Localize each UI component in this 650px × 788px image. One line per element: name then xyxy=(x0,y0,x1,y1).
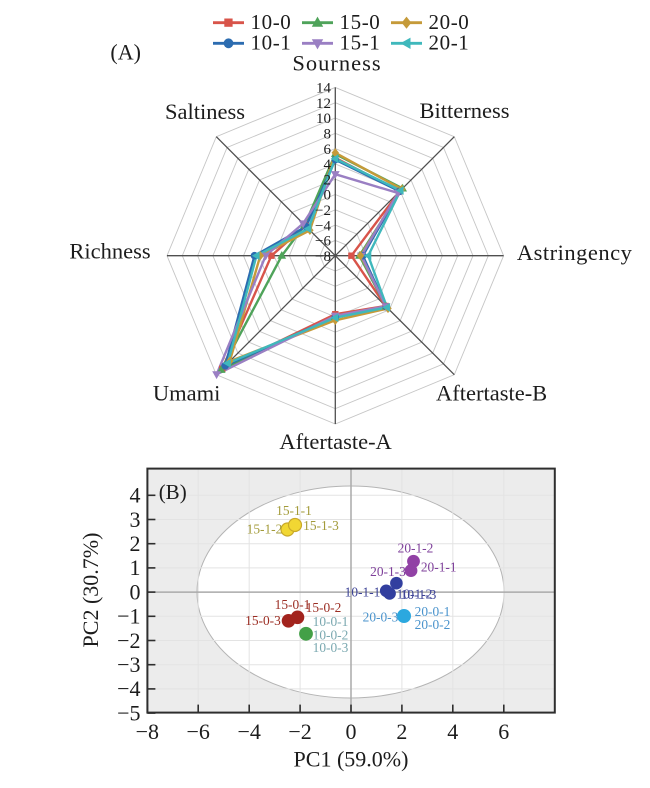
svg-text:2: 2 xyxy=(130,531,141,556)
svg-text:−2: −2 xyxy=(288,719,311,744)
svg-text:10-0: 10-0 xyxy=(251,10,292,34)
svg-text:4: 4 xyxy=(130,483,141,508)
svg-text:20-0-3: 20-0-3 xyxy=(363,610,399,625)
svg-text:15-0: 15-0 xyxy=(340,10,381,34)
svg-text:−3: −3 xyxy=(117,652,140,677)
svg-text:20-0-2: 20-0-2 xyxy=(415,617,451,632)
svg-text:PC1 (59.0%): PC1 (59.0%) xyxy=(294,747,409,772)
svg-text:−6: −6 xyxy=(315,234,331,250)
svg-text:6: 6 xyxy=(498,719,509,744)
svg-text:Saltiness: Saltiness xyxy=(165,99,245,124)
svg-text:20-1-3: 20-1-3 xyxy=(370,564,406,579)
svg-text:0: 0 xyxy=(130,579,141,604)
svg-text:15-0-3: 15-0-3 xyxy=(245,613,281,628)
svg-text:15-1-3: 15-1-3 xyxy=(303,518,339,533)
svg-text:−2: −2 xyxy=(315,203,331,219)
svg-text:−4: −4 xyxy=(315,218,331,234)
svg-text:15-1-2: 15-1-2 xyxy=(247,522,283,537)
svg-text:−4: −4 xyxy=(117,676,140,701)
svg-text:(A): (A) xyxy=(110,40,141,65)
svg-text:10-0-1: 10-0-1 xyxy=(313,614,349,629)
svg-text:14: 14 xyxy=(316,81,332,97)
svg-text:−8: −8 xyxy=(315,249,331,265)
svg-text:Aftertaste-B: Aftertaste-B xyxy=(436,380,547,405)
svg-text:−8: −8 xyxy=(136,719,159,744)
svg-text:0: 0 xyxy=(346,719,357,744)
svg-text:−1: −1 xyxy=(117,604,140,629)
svg-text:2: 2 xyxy=(324,172,332,188)
svg-text:10-1-2: 10-1-2 xyxy=(397,587,433,602)
svg-text:−2: −2 xyxy=(117,628,140,653)
svg-text:4: 4 xyxy=(447,719,458,744)
svg-text:15-1: 15-1 xyxy=(340,31,381,55)
svg-text:3: 3 xyxy=(130,507,141,532)
svg-text:20-1: 20-1 xyxy=(429,31,470,55)
svg-text:Bitterness: Bitterness xyxy=(420,98,510,123)
svg-text:2: 2 xyxy=(396,719,407,744)
svg-text:0: 0 xyxy=(324,188,332,204)
svg-text:20-1-1: 20-1-1 xyxy=(421,559,457,574)
svg-text:15-1-1: 15-1-1 xyxy=(276,503,312,518)
svg-text:8: 8 xyxy=(324,127,332,143)
svg-text:10-0-2: 10-0-2 xyxy=(313,628,349,643)
svg-text:−5: −5 xyxy=(117,700,140,725)
svg-text:6: 6 xyxy=(324,142,332,158)
svg-text:PC2 (30.7%): PC2 (30.7%) xyxy=(78,533,103,648)
svg-text:10: 10 xyxy=(316,111,331,127)
svg-text:12: 12 xyxy=(316,96,331,112)
svg-text:(B): (B) xyxy=(159,480,187,504)
svg-text:Aftertaste-A: Aftertaste-A xyxy=(279,429,392,454)
svg-text:10-1-3: 10-1-3 xyxy=(401,587,437,602)
svg-text:Astringency: Astringency xyxy=(517,240,633,265)
svg-text:10-1-1: 10-1-1 xyxy=(345,585,381,600)
svg-text:20-1-2: 20-1-2 xyxy=(398,541,434,556)
svg-text:Sourness: Sourness xyxy=(292,51,381,76)
svg-text:−4: −4 xyxy=(237,719,260,744)
svg-text:10-0-3: 10-0-3 xyxy=(313,640,349,655)
svg-text:Umami: Umami xyxy=(153,380,221,405)
svg-text:Richness: Richness xyxy=(69,238,150,263)
svg-text:20-0-1: 20-0-1 xyxy=(415,604,451,619)
svg-text:10-1: 10-1 xyxy=(251,31,292,55)
svg-text:15-0-2: 15-0-2 xyxy=(306,600,342,615)
svg-text:4: 4 xyxy=(324,157,332,173)
svg-text:20-0: 20-0 xyxy=(429,10,470,34)
svg-text:−6: −6 xyxy=(186,719,209,744)
svg-text:15-0-1: 15-0-1 xyxy=(275,597,311,612)
svg-text:1: 1 xyxy=(130,555,141,580)
